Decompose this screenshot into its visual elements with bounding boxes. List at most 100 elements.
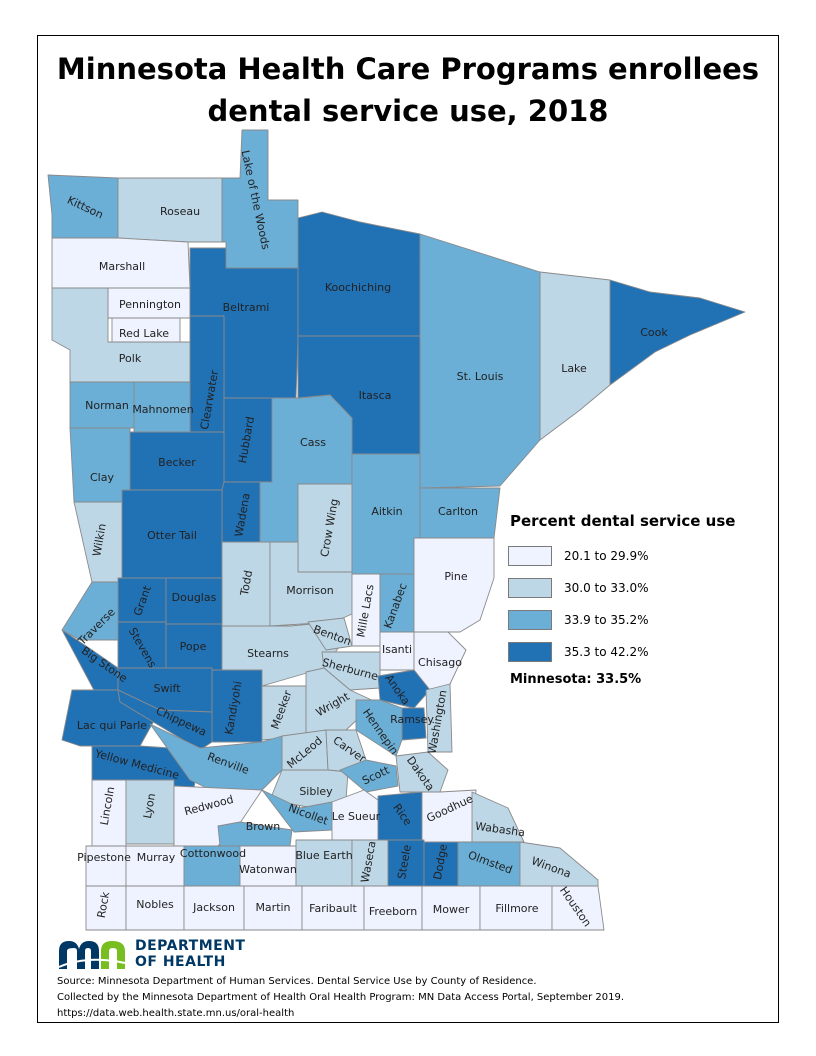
- county-roseau: [117, 177, 223, 243]
- county-label-swift: Swift: [153, 682, 181, 695]
- county-label-jackson: Jackson: [192, 901, 235, 914]
- county-blue-earth: [295, 839, 353, 887]
- county-label-koochiching: Koochiching: [325, 281, 391, 294]
- county-anoka: [377, 669, 431, 709]
- county-traverse: [61, 581, 119, 641]
- county-label-pope: Pope: [180, 640, 207, 653]
- legend-item: 30.0 to 33.0%: [508, 576, 768, 600]
- county-label-dodge: Dodge: [431, 843, 450, 881]
- county-label-pennington: Pennington: [119, 298, 181, 311]
- county-label-clay: Clay: [90, 471, 114, 484]
- county-scott: [339, 759, 399, 793]
- county-label-steele: Steele: [395, 843, 414, 880]
- county-houston: [551, 885, 605, 931]
- legend-label: 30.0 to 33.0%: [564, 581, 649, 595]
- county-koochiching: [297, 211, 421, 337]
- legend-label: 33.9 to 35.2%: [564, 613, 649, 627]
- county-sherburne: [321, 651, 381, 691]
- county-label-freeborn: Freeborn: [369, 905, 417, 918]
- source-line-2: Collected by the Minnesota Department of…: [57, 992, 625, 1003]
- county-label-pipestone: Pipestone: [77, 851, 131, 864]
- county-label-polk: Polk: [119, 352, 142, 365]
- county-brown: [217, 821, 293, 847]
- county-label-beltrami: Beltrami: [223, 301, 270, 314]
- county-washington: [425, 683, 453, 753]
- county-label-aitkin: Aitkin: [371, 505, 402, 518]
- county-clay: [69, 427, 131, 503]
- county-wabasha: [471, 791, 525, 843]
- legend-swatch: [508, 610, 552, 630]
- county-label-roseau: Roseau: [160, 205, 200, 218]
- county-label-rock: Rock: [95, 890, 112, 919]
- map-frame: [37, 35, 779, 1023]
- logo-line-2: OF HEALTH: [135, 954, 226, 970]
- county-label-otter-tail: Otter Tail: [147, 529, 197, 542]
- county-label-brown: Brown: [246, 820, 281, 833]
- legend-item: 20.1 to 29.9%: [508, 544, 768, 568]
- county-label-douglas: Douglas: [172, 591, 217, 604]
- county-label-martin: Martin: [255, 901, 290, 914]
- legend-swatch: [508, 546, 552, 566]
- county-label-lac-qui-parle: Lac qui Parle: [77, 719, 147, 732]
- mdh-logo: DEPARTMENT OF HEALTH: [57, 935, 245, 973]
- county-label-red-lake: Red Lake: [119, 327, 169, 340]
- county-label-cass: Cass: [300, 436, 326, 449]
- county-dakota: [395, 751, 449, 793]
- county-pine: [413, 537, 495, 633]
- legend-label: 35.3 to 42.2%: [564, 645, 649, 659]
- state-average: Minnesota: 33.5%: [510, 672, 642, 687]
- county-label-mahnomen: Mahnomen: [132, 403, 193, 416]
- county-label-le-sueur: Le Sueur: [332, 810, 381, 823]
- legend-title: Percent dental service use: [510, 512, 736, 530]
- logo-text: DEPARTMENT OF HEALTH: [135, 938, 245, 970]
- county-lake: [539, 271, 611, 441]
- county-label-isanti: Isanti: [382, 643, 412, 656]
- mn-logo-icon: [58, 941, 126, 969]
- legend-swatch: [508, 642, 552, 662]
- source-line-3: https://data.web.health.state.mn.us/oral…: [57, 1008, 295, 1019]
- source-note: Source: Minnesota Department of Human Se…: [57, 974, 772, 1022]
- county-winona: [519, 841, 599, 889]
- legend-label: 20.1 to 29.9%: [564, 549, 649, 563]
- county-label-morrison: Morrison: [286, 584, 334, 597]
- county-benton: [307, 617, 353, 651]
- county-label-cook: Cook: [640, 326, 668, 339]
- county-label-norman: Norman: [85, 399, 129, 412]
- county-label-chisago: Chisago: [418, 656, 462, 669]
- county-label-stearns: Stearns: [247, 647, 289, 660]
- county-label-lyon: Lyon: [141, 792, 158, 819]
- county-label-sibley: Sibley: [299, 785, 333, 798]
- county-label-mower: Mower: [433, 903, 470, 916]
- county-label-itasca: Itasca: [359, 389, 392, 402]
- county-label-lake: Lake: [561, 362, 587, 375]
- county-label-wilkin: Wilkin: [90, 522, 109, 557]
- title-line-1: Minnesota Health Care Programs enrollees: [56, 52, 760, 86]
- county-label-st-louis: St. Louis: [457, 370, 504, 383]
- county-label-watonwan: Watonwan: [239, 863, 297, 876]
- county-label-blue-earth: Blue Earth: [295, 849, 352, 862]
- county-label-becker: Becker: [158, 456, 196, 469]
- county-label-ramsey: Ramsey: [390, 713, 434, 726]
- legend: Percent dental service use 20.1 to 29.9%…: [508, 512, 768, 687]
- county-label-cottonwood: Cottonwood: [180, 847, 246, 860]
- legend-item: 35.3 to 42.2%: [508, 640, 768, 664]
- county-st-louis: [419, 233, 541, 489]
- source-line-1: Source: Minnesota Department of Human Se…: [57, 976, 537, 987]
- county-label-todd: Todd: [238, 569, 255, 597]
- county-label-nobles: Nobles: [136, 898, 174, 911]
- county-label-murray: Murray: [137, 851, 176, 864]
- county-label-carlton: Carlton: [438, 505, 478, 518]
- county-label-pine: Pine: [444, 570, 467, 583]
- county-label-faribault: Faribault: [309, 902, 357, 915]
- title-line-2: dental service use, 2018: [207, 94, 609, 128]
- map-title: Minnesota Health Care Programs enrollees…: [37, 48, 779, 132]
- county-marshall: [51, 237, 191, 289]
- logo-line-1: DEPARTMENT: [135, 938, 246, 954]
- county-mille-lacs: [351, 573, 381, 647]
- county-label-marshall: Marshall: [99, 260, 145, 273]
- legend-swatch: [508, 578, 552, 598]
- county-chippewa: [117, 689, 213, 751]
- county-label-fillmore: Fillmore: [495, 902, 538, 915]
- legend-item: 33.9 to 35.2%: [508, 608, 768, 632]
